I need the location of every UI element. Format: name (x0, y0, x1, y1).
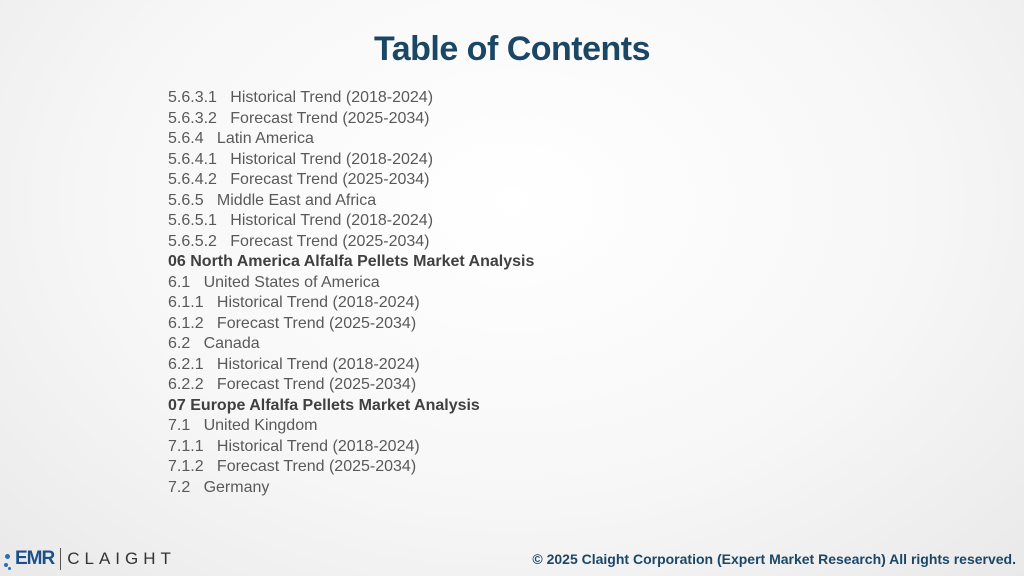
logo-divider (60, 548, 62, 570)
toc-entry: 5.6.4.2 Forecast Trend (2025-2034) (168, 171, 430, 188)
toc-entry: 5.6.3.1 Historical Trend (2018-2024) (168, 89, 434, 106)
toc-entry: 5.6.5 Middle East and Africa (168, 191, 377, 209)
toc-entry: 5.6.4 Latin America (168, 130, 314, 147)
toc-entry: 5.6.5.2 Forecast Trend (2025-2034) (168, 232, 430, 250)
toc-entry: 7.2 Germany (168, 478, 270, 496)
toc-entry: 7.1 United Kingdom (168, 417, 318, 434)
toc-entry: 7.1.1 Historical Trend (2018-2024) (168, 437, 420, 455)
toc-entry: 6.2.1 Historical Trend (2018-2024) (168, 355, 420, 373)
toc-entry: 6.1.1 Historical Trend (2018-2024) (168, 294, 420, 311)
toc-entry: 7.1.2 Forecast Trend (2025-2034) (168, 458, 417, 475)
toc-entry: 6.2 Canada (168, 335, 260, 352)
copyright-notice: © 2025 Claight Corporation (Expert Marke… (532, 551, 1016, 567)
toc-entry: 5.6.5.1 Historical Trend (2018-2024) (168, 212, 434, 229)
toc-entry: 5.6.4.1 Historical Trend (2018-2024) (168, 150, 434, 168)
toc-section-heading: 07 Europe Alfalfa Pellets Market Analysi… (168, 396, 480, 414)
toc-section-heading: 06 North America Alfalfa Pellets Market … (168, 253, 535, 270)
page-title: Table of Contents (373, 30, 651, 68)
toc-entry: 6.2.2 Forecast Trend (2025-2034) (168, 376, 417, 393)
toc-entry: 6.1 United States of America (168, 273, 380, 291)
logo-dots-icon (4, 544, 14, 574)
toc-entry: 6.1.2 Forecast Trend (2025-2034) (168, 314, 417, 332)
logo-emr-text: EMR (15, 548, 55, 569)
logo-claight-text: CLAIGHT (67, 549, 176, 568)
toc-list: 5.6.3.1 Historical Trend (2018-2024) 5.6.… (168, 88, 534, 498)
emr-claight-logo: EMR CLAIGHT (4, 543, 176, 575)
toc-entry: 5.6.3.2 Forecast Trend (2025-2034) (168, 109, 430, 127)
